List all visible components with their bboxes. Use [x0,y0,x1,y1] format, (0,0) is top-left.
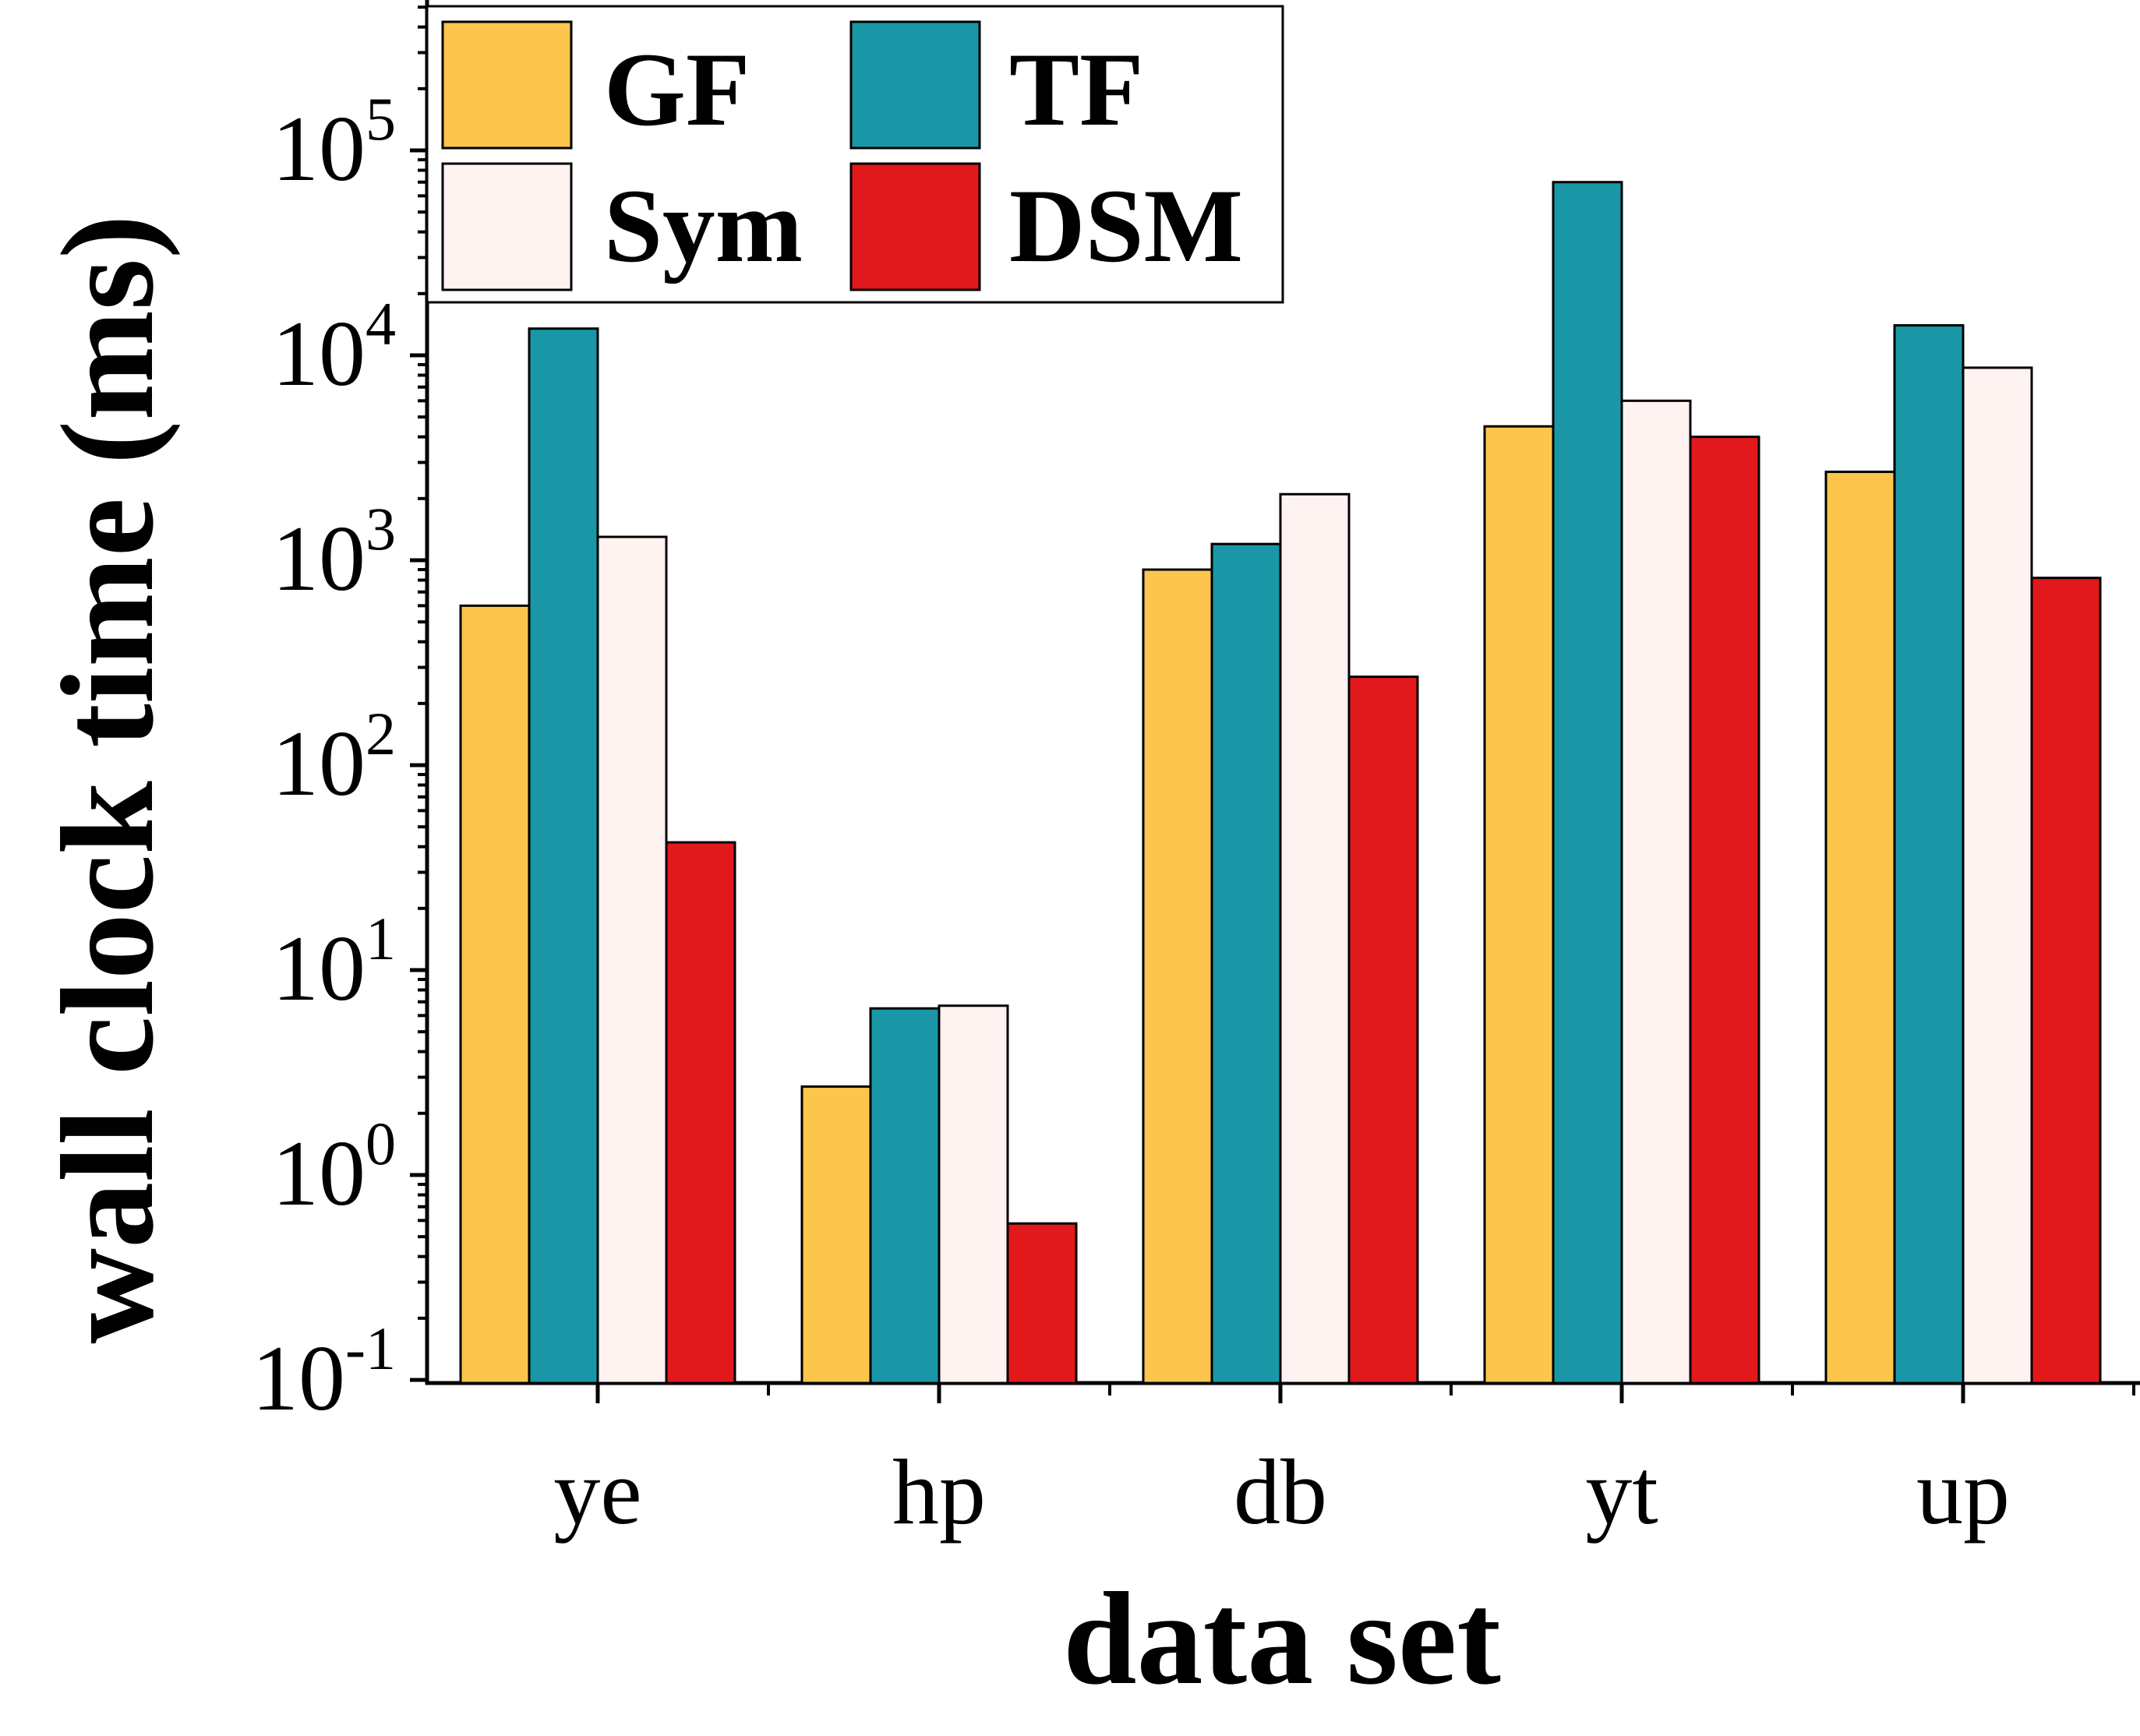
bar-tf-hp [869,1007,941,1385]
y-tick-base: 10 [272,916,365,1020]
bar-gf-up [1824,471,1896,1385]
y-tick-base: 10 [272,1121,365,1225]
x-axis-title: data set [1063,1565,1501,1712]
bar-gf-ye [459,604,531,1385]
y-tick-exponent: 5 [365,85,396,153]
y-axis-title: wall clock time (ms) [34,214,181,1343]
legend: GF TF Sym DSM [426,5,1284,304]
x-tick-label: ye [553,1440,641,1544]
y-tick-base: 10 [272,506,365,610]
bar-tf-ye [528,327,599,1385]
bar-tf-db [1210,542,1282,1385]
y-tick-exponent: 4 [365,290,396,358]
bar-gf-hp [800,1085,872,1385]
y-tick-exponent: 2 [365,700,396,767]
bar-gf-yt [1483,425,1555,1385]
bar-sym-ye [596,535,668,1385]
bar-tf-up [1893,324,1965,1385]
y-tick-label: 10-1 [252,1314,396,1430]
y-tick-exponent: 3 [365,495,396,563]
y-tick-exponent: -1 [345,1314,396,1382]
y-tick-exponent: 1 [365,905,396,972]
bar-sym-yt [1620,399,1692,1385]
legend-swatch-tf [849,20,981,150]
y-tick-label: 104 [272,290,396,405]
bar-gf-db [1142,568,1213,1385]
legend-label-dsm: DSM [1009,168,1243,284]
bar-tf-yt [1552,181,1623,1385]
y-tick-label: 103 [272,495,396,610]
x-tick-label: yt [1585,1440,1658,1544]
legend-label-sym: Sym [604,168,803,284]
bar-sym-up [1962,366,2033,1385]
y-tick-label: 101 [272,905,396,1020]
legend-swatch-dsm [849,162,981,291]
legend-swatch-sym [441,162,573,291]
y-tick-label: 100 [272,1110,396,1225]
x-tick-label: db [1234,1440,1327,1544]
legend-label-tf: TF [1009,32,1144,148]
bar-dsm-db [1347,676,1419,1385]
y-tick-base: 10 [252,1326,345,1430]
y-tick-exponent: 0 [365,1110,396,1177]
legend-swatch-gf [441,20,573,150]
bar-dsm-up [2030,577,2102,1385]
x-tick-label: up [1916,1440,2010,1544]
bar-sym-hp [938,1004,1009,1385]
y-tick-base: 10 [272,302,365,405]
bar-dsm-hp [1006,1222,1078,1385]
y-tick-base: 10 [272,97,365,200]
bar-sym-db [1279,492,1351,1385]
legend-label-gf: GF [604,32,750,148]
y-tick-label: 105 [272,85,396,200]
y-tick-label: 102 [272,700,396,815]
x-tick-label: hp [892,1440,986,1544]
y-tick-base: 10 [272,711,365,815]
bar-dsm-ye [665,841,736,1385]
bar-dsm-yt [1689,436,1760,1385]
